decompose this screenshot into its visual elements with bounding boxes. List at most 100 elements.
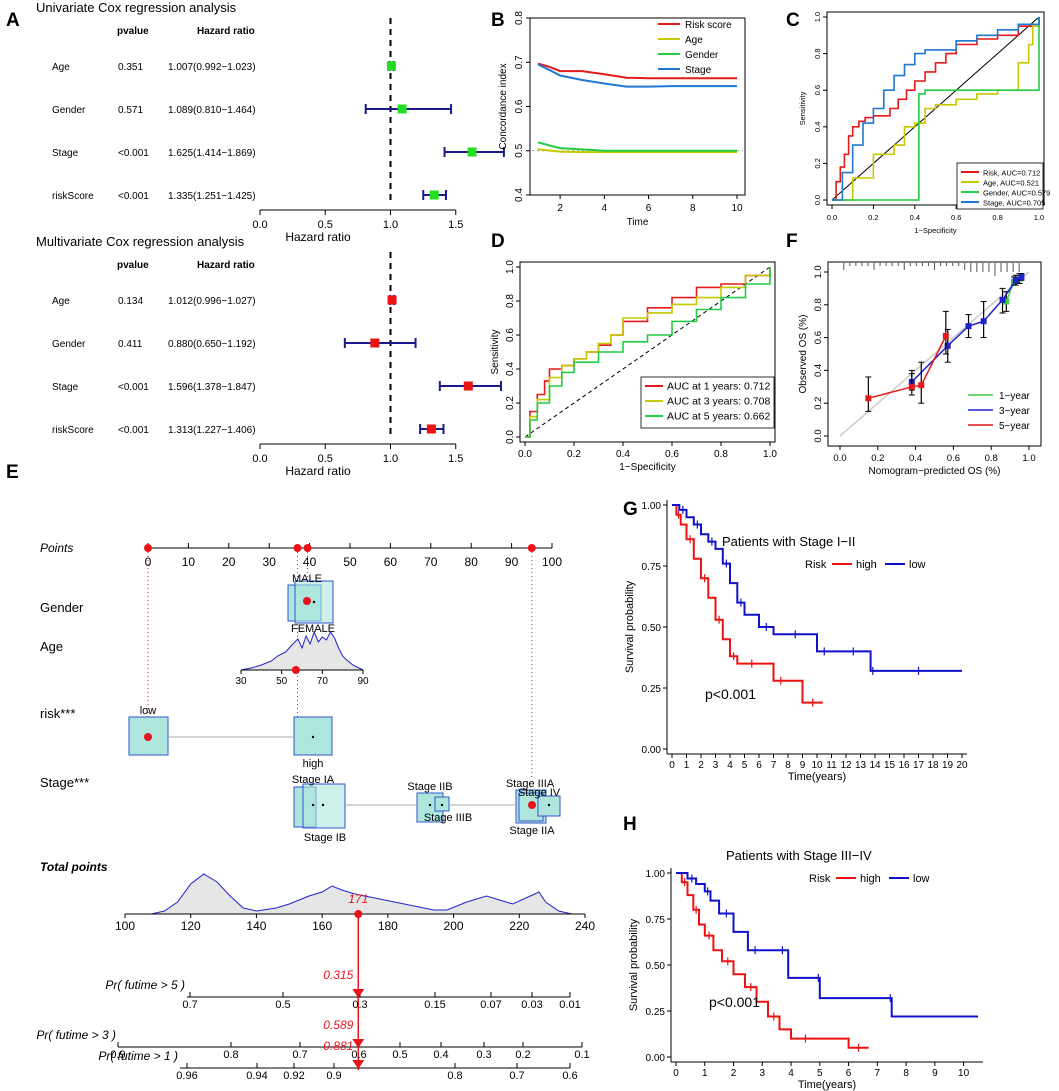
e-total-value: 171 [348, 892, 368, 906]
forest-point [467, 147, 477, 157]
d-legend-box [640, 376, 775, 429]
e-risk-high: high [303, 758, 324, 770]
forest-row-pvalue: <0.001 [118, 382, 149, 393]
e-stage-center [321, 803, 325, 807]
h-legend-label: low [913, 873, 930, 885]
e-prob-tick-label: 0.2 [515, 1049, 530, 1061]
e-total-tick-label: 220 [509, 919, 529, 933]
forest-x-tick-label: 0.0 [252, 219, 267, 231]
e-prob-tick-label: 0.3 [352, 999, 367, 1011]
c-y-tick-label: 0.6 [813, 85, 822, 95]
forest-row-pvalue: 0.571 [118, 105, 143, 116]
b-legend-label: Risk score [685, 20, 732, 31]
e-stage-ib: Stage IB [304, 832, 346, 844]
e-prob-tick-label: 0.96 [176, 1070, 197, 1082]
g-y-tick-label: 0.25 [642, 684, 662, 695]
b-series-line [537, 62, 737, 80]
e-prob-tick-label: 0.4 [433, 1049, 448, 1061]
g-x-tick-label: 14 [869, 760, 881, 771]
d-x-tick-label: 0.0 [518, 449, 532, 460]
g-x-tick-label: 6 [756, 760, 762, 771]
forest-x-tick-label: 0.0 [252, 453, 267, 465]
g-x-tick-label: 13 [855, 760, 867, 771]
d-y-label: Sensitivity [490, 329, 501, 374]
e-total-density [151, 873, 572, 915]
g-y-tick-label: 0.75 [642, 562, 662, 573]
e-points-tick-label: 30 [263, 555, 277, 569]
h-x-tick-label: 8 [903, 1068, 909, 1079]
e-risk-dot [144, 733, 152, 741]
h-x-tick-label: 9 [932, 1068, 938, 1079]
e-points-tick-label: 10 [182, 555, 196, 569]
b-series-line [537, 63, 737, 88]
h-x-tick-label: 6 [846, 1068, 852, 1079]
e-stage-dot [528, 801, 536, 809]
c-y-tick-label: 0.0 [813, 195, 822, 205]
e-prob-label: Pr( futime > 5 ) [105, 978, 185, 992]
g-x-tick-label: 9 [800, 760, 806, 771]
f-y-tick-label: 0.0 [813, 429, 824, 442]
f-y-tick-label: 0.4 [813, 364, 824, 377]
b-y-tick-label: 0.6 [514, 99, 525, 113]
e-age-density [240, 630, 364, 671]
forest-pvalue-header: pvalue [117, 26, 149, 37]
b-x-label: Time [627, 217, 649, 228]
forest-x-tick-label: 0.5 [318, 453, 333, 465]
e-stage-iib: Stage IIB [407, 781, 452, 793]
f-point [918, 382, 925, 389]
h-survival-curve [676, 872, 978, 1018]
f-y-tick-label: 1.0 [813, 265, 824, 278]
f-x-tick-label: 0.6 [947, 453, 960, 464]
h-x-tick-label: 3 [760, 1068, 766, 1079]
e-prob-tick-label: 0.6 [351, 1049, 366, 1061]
b-y-tick-label: 0.5 [514, 143, 525, 157]
c-y-tick-label: 0.2 [813, 158, 822, 168]
forest-point [429, 190, 439, 200]
c-legend-label: Gender, AUC=0.579 [983, 189, 1050, 198]
e-stage-center [440, 803, 444, 807]
forest-row-hr: 1.012(0.996−1.027) [168, 296, 256, 307]
forest-x-tick-label: 1.0 [383, 453, 398, 465]
g-x-label: Time(years) [788, 771, 846, 783]
d-y-tick-label: 0.6 [505, 328, 516, 342]
h-x-tick-label: 1 [702, 1068, 708, 1079]
f-x-tick-label: 0.8 [985, 453, 998, 464]
d-diagonal [524, 266, 771, 438]
d-y-tick-label: 0.0 [505, 430, 516, 444]
e-stage-iiia: Stage IIIA [506, 778, 555, 790]
g-x-tick-label: 20 [956, 760, 968, 771]
e-stage-iiib: Stage IIIB [424, 812, 472, 824]
e-prob-tick-label: 0.92 [283, 1070, 304, 1082]
e-stage-iia: Stage IIA [509, 825, 555, 837]
d-x-tick-label: 0.6 [665, 449, 679, 460]
f-point [865, 395, 872, 402]
panel-letter-A: A [6, 10, 20, 31]
g-x-tick-label: 10 [811, 760, 823, 771]
f-point [1018, 273, 1025, 280]
b-x-tick-label: 6 [646, 203, 652, 214]
e-points-tick-label: 60 [384, 555, 398, 569]
f-x-label: Nomogram−predicted OS (%) [869, 466, 1001, 477]
e-prob-tick-label: 0.5 [275, 999, 290, 1011]
g-x-tick-label: 15 [884, 760, 896, 771]
forest-row-hr: 1.335(1.251−1.425) [168, 191, 256, 202]
forest-row-hr: 1.313(1.227−1.406) [168, 425, 256, 436]
g-x-tick-label: 2 [698, 760, 704, 771]
h-y-tick-label: 1.00 [646, 869, 666, 880]
e-prob-tick-label: 0.01 [559, 999, 580, 1011]
g-legend-label: high [856, 559, 877, 571]
b-y-tick-label: 0.7 [514, 55, 525, 69]
e-age-tick-label: 30 [235, 676, 247, 687]
f-point [942, 332, 949, 339]
d-y-tick-label: 1.0 [505, 260, 516, 274]
e-prob-tick-label: 0.7 [292, 1049, 307, 1061]
d-legend-label: AUC at 5 years: 0.662 [667, 411, 770, 423]
c-x-label: 1−Specificity [914, 226, 957, 235]
c-x-tick-label: 0.8 [992, 213, 1002, 222]
forest-row-label: riskScore [52, 425, 94, 436]
forest-x-tick-label: 1.0 [383, 219, 398, 231]
d-x-tick-label: 0.4 [616, 449, 630, 460]
b-y-tick-label: 0.4 [514, 188, 525, 202]
forest-row-pvalue: <0.001 [118, 191, 149, 202]
forest-x-tick-label: 1.5 [448, 453, 463, 465]
